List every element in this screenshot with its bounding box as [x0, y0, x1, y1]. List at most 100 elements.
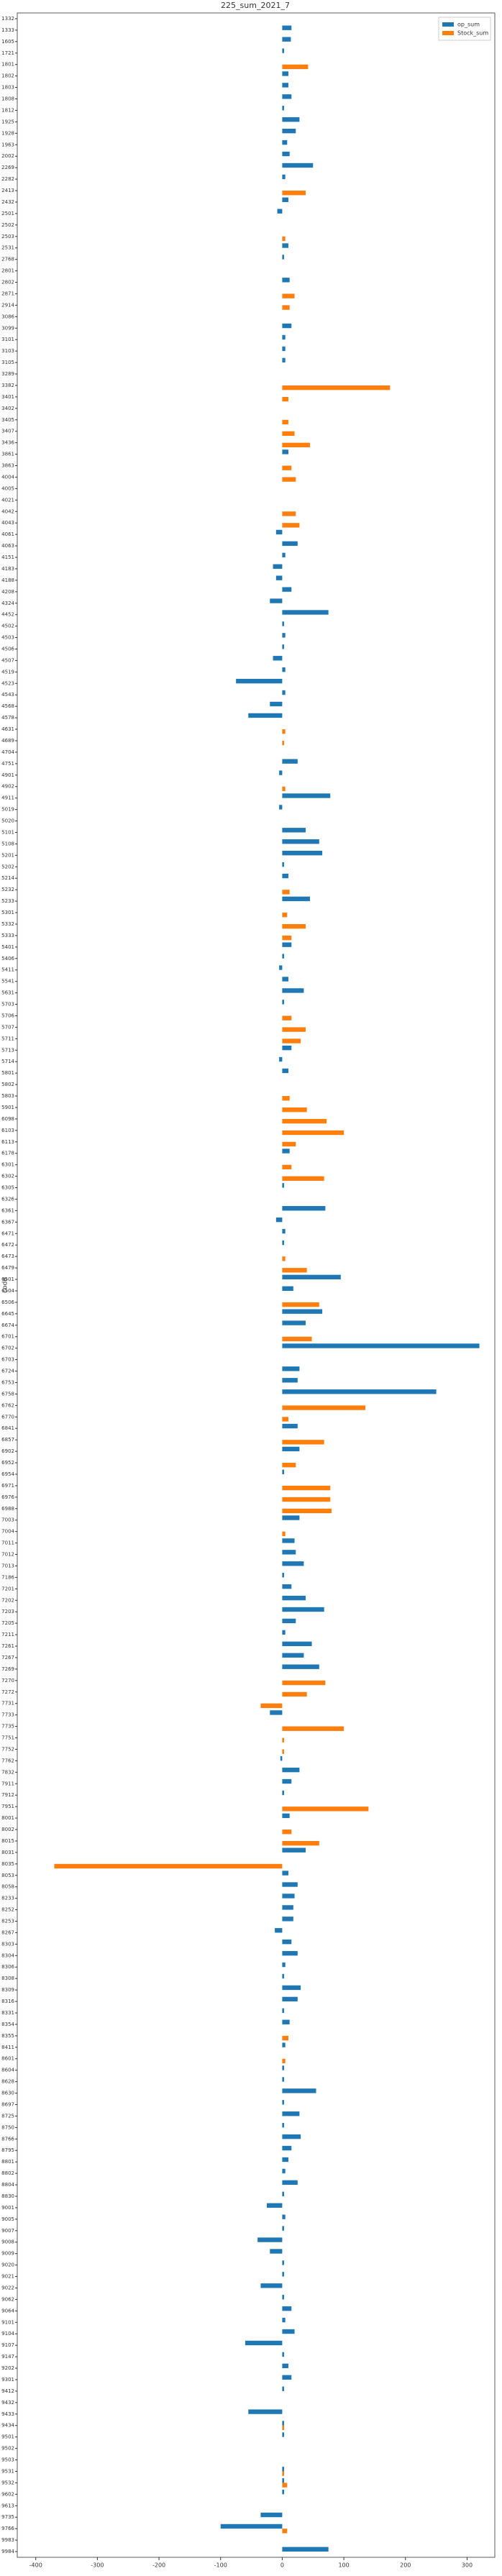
bar	[282, 923, 306, 929]
bar	[282, 740, 284, 746]
bar	[275, 529, 283, 535]
y-tick-label: 5101	[1, 829, 14, 835]
legend-box	[438, 17, 491, 41]
y-tick-label: 4005	[1, 485, 14, 491]
bar	[245, 2340, 283, 2346]
y-tick-label: 4502	[1, 624, 14, 629]
y-tick-label: 5901	[1, 1105, 14, 1110]
bar	[282, 2478, 284, 2483]
y-tick-label: 6724	[1, 1369, 14, 1374]
bar	[282, 2226, 284, 2231]
y-tick-label: 9532	[1, 2480, 14, 2485]
y-tick-label: 8252	[1, 1907, 14, 1913]
bar	[282, 1176, 324, 1181]
bar	[282, 1767, 300, 1773]
bar	[282, 1962, 286, 1968]
y-tick-label: 2432	[1, 199, 14, 205]
y-tick-label: 4507	[1, 657, 14, 663]
bar	[277, 209, 283, 214]
bar	[282, 305, 290, 310]
y-tick-label: 1332	[1, 16, 14, 22]
y-tick-label: 1925	[1, 119, 14, 124]
bar	[282, 2483, 288, 2488]
bar	[282, 2058, 286, 2064]
y-tick-label: 4751	[1, 761, 14, 767]
bar	[282, 2088, 316, 2093]
y-tick-label: 9008	[1, 2239, 14, 2245]
bar	[282, 151, 290, 157]
bar	[282, 465, 292, 470]
y-tick-label: 7951	[1, 1804, 14, 1809]
bar	[282, 1807, 369, 1812]
y-tick-label: 7751	[1, 1735, 14, 1741]
bar	[282, 873, 288, 879]
y-tick-label: 1928	[1, 130, 14, 136]
y-tick-label: 7261	[1, 1643, 14, 1649]
x-tick-label: 0	[280, 2562, 284, 2569]
y-tick-label: 9412	[1, 2388, 14, 2394]
bar	[282, 1790, 284, 1796]
x-tick-label: 200	[400, 2562, 411, 2569]
y-tick-label: 5401	[1, 944, 14, 950]
bar	[282, 1840, 319, 1846]
y-tick-label: 2802	[1, 280, 14, 286]
y-tick-label: 3863	[1, 463, 14, 469]
bar	[282, 2547, 329, 2552]
y-tick-label: 4519	[1, 669, 14, 675]
bar	[282, 2145, 292, 2151]
y-tick-label: 7269	[1, 1666, 14, 1672]
y-tick-label: 1802	[1, 73, 14, 79]
y-tick-label: 6479	[1, 1265, 14, 1271]
y-tick-label: 8697	[1, 2101, 14, 2107]
y-tick-label: 2269	[1, 165, 14, 170]
y-tick-label: 9531	[1, 2468, 14, 2474]
y-tick-label: 1801	[1, 62, 14, 68]
bar	[273, 656, 283, 661]
y-tick-label: 5201	[1, 852, 14, 858]
legend-swatch	[442, 31, 454, 35]
bar	[282, 431, 295, 437]
y-tick-label: 9001	[1, 2205, 14, 2211]
y-tick-label: 4631	[1, 726, 14, 732]
bar	[248, 713, 283, 718]
chart-title: 225_sum_2021_7	[221, 1, 290, 10]
bar	[282, 2363, 288, 2369]
y-tick-label: 2282	[1, 176, 14, 182]
y-tick-label: 8058	[1, 1884, 14, 1890]
y-tick-label: 7003	[1, 1517, 14, 1523]
y-tick-label: 5019	[1, 807, 14, 813]
bar	[282, 2295, 284, 2300]
y-tick-label: 5713	[1, 1047, 14, 1053]
y-tick-label: 6473	[1, 1253, 14, 1259]
bar	[248, 2409, 283, 2414]
y-tick-label: 5232	[1, 887, 14, 892]
y-tick-label: 1333	[1, 27, 14, 33]
bar	[282, 511, 296, 516]
bar	[282, 2111, 300, 2116]
bar	[270, 2249, 283, 2254]
y-tick-label: 7733	[1, 1712, 14, 1718]
y-tick-label: 2801	[1, 268, 14, 274]
bar	[282, 1515, 300, 1520]
y-tick-label: 4063	[1, 543, 14, 549]
y-tick-label: 9613	[1, 2503, 14, 2508]
bar	[282, 1508, 332, 1514]
bar	[260, 2512, 283, 2518]
y-tick-label: 6954	[1, 1471, 14, 1477]
y-tick-label: 9022	[1, 2285, 14, 2290]
bar	[282, 1309, 323, 1314]
y-tick-label: 6178	[1, 1151, 14, 1156]
plot-frame	[17, 12, 496, 2558]
bar	[282, 587, 292, 592]
x-tick-label: -300	[91, 2562, 104, 2569]
y-tick-label: 6758	[1, 1391, 14, 1397]
y-tick-label: 2501	[1, 211, 14, 216]
y-tick-label: 5541	[1, 979, 14, 985]
bar	[282, 2019, 290, 2024]
bar	[282, 839, 319, 844]
bar	[282, 1538, 295, 1543]
y-tick-label: 4061	[1, 531, 14, 537]
bar	[282, 2467, 284, 2472]
bar	[282, 1378, 298, 1383]
bar	[282, 1268, 307, 1273]
